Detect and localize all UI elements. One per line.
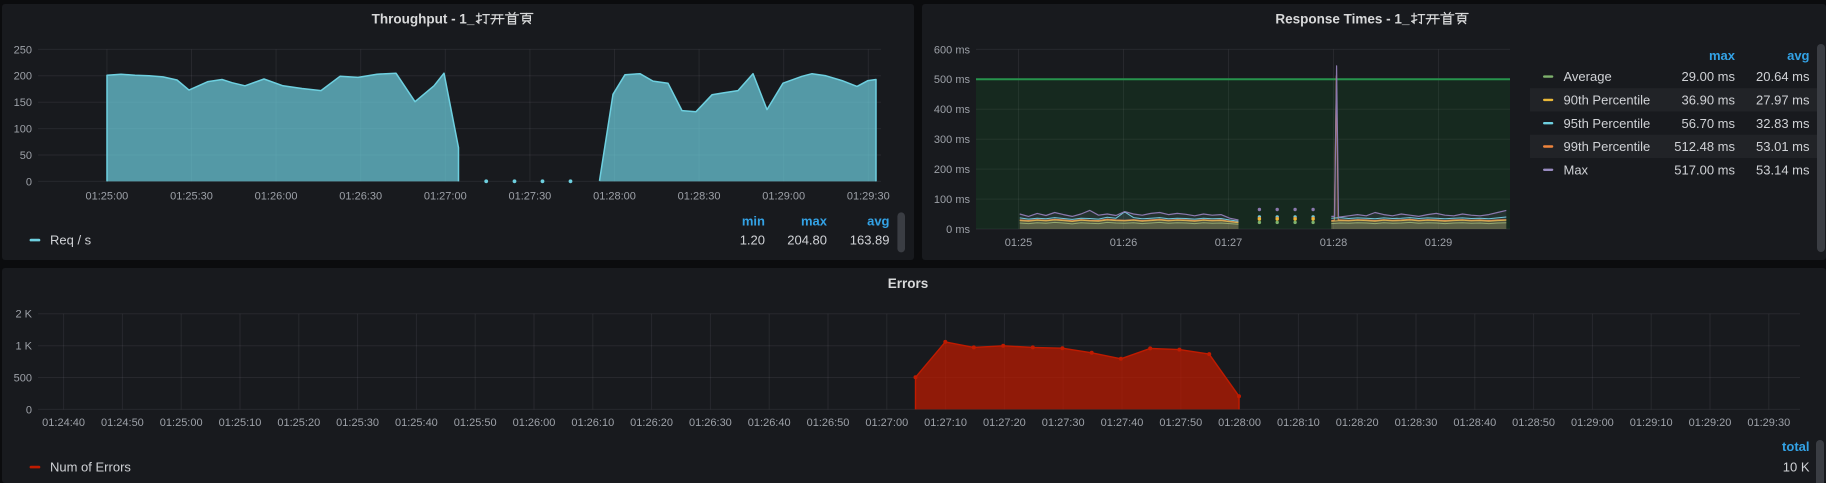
svg-text:29.00 ms: 29.00 ms xyxy=(1682,69,1736,84)
svg-text:500: 500 xyxy=(14,372,32,384)
svg-text:36.90 ms: 36.90 ms xyxy=(1682,93,1736,108)
svg-text:01:28:40: 01:28:40 xyxy=(1453,417,1496,429)
svg-text:1.20: 1.20 xyxy=(740,232,765,247)
svg-text:Response Times - 1_: Response Times - 1_ xyxy=(1275,11,1410,26)
svg-text:01:29:10: 01:29:10 xyxy=(1630,417,1673,429)
svg-text:01:27: 01:27 xyxy=(1215,237,1243,249)
svg-text:01:29:30: 01:29:30 xyxy=(1747,417,1790,429)
svg-text:01:28:50: 01:28:50 xyxy=(1512,417,1555,429)
svg-text:01:26:00: 01:26:00 xyxy=(255,190,298,202)
svg-text:53.01 ms: 53.01 ms xyxy=(1756,139,1810,154)
svg-text:20.64 ms: 20.64 ms xyxy=(1756,69,1810,84)
svg-text:53.14 ms: 53.14 ms xyxy=(1756,162,1810,177)
svg-text:100: 100 xyxy=(14,124,32,136)
svg-text:avg: avg xyxy=(867,213,889,228)
svg-text:Max: Max xyxy=(1564,162,1589,177)
svg-text:01:25:20: 01:25:20 xyxy=(277,417,320,429)
svg-text:01:25:50: 01:25:50 xyxy=(454,417,497,429)
svg-text:01:25:10: 01:25:10 xyxy=(219,417,262,429)
svg-text:95th Percentile: 95th Percentile xyxy=(1564,116,1651,131)
svg-text:01:29:30: 01:29:30 xyxy=(847,190,890,202)
svg-text:max: max xyxy=(1709,48,1736,63)
svg-text:Num of Errors: Num of Errors xyxy=(50,459,131,474)
svg-text:56.70 ms: 56.70 ms xyxy=(1682,116,1736,131)
svg-text:01:26:40: 01:26:40 xyxy=(748,417,791,429)
svg-text:01:27:40: 01:27:40 xyxy=(1101,417,1144,429)
svg-text:163.89: 163.89 xyxy=(850,232,890,247)
svg-text:517.00 ms: 517.00 ms xyxy=(1674,162,1735,177)
svg-text:01:27:10: 01:27:10 xyxy=(924,417,967,429)
svg-text:01:29:20: 01:29:20 xyxy=(1689,417,1732,429)
svg-text:500 ms: 500 ms xyxy=(934,74,971,86)
svg-text:Average: Average xyxy=(1564,69,1612,84)
svg-text:Throughput - 1_: Throughput - 1_ xyxy=(372,11,475,26)
svg-text:01:26:50: 01:26:50 xyxy=(807,417,850,429)
svg-text:01:27:30: 01:27:30 xyxy=(1042,417,1085,429)
svg-text:01:28:00: 01:28:00 xyxy=(1218,417,1261,429)
svg-text:max: max xyxy=(801,213,828,228)
svg-text:400 ms: 400 ms xyxy=(934,104,971,116)
svg-text:99th Percentile: 99th Percentile xyxy=(1564,139,1651,154)
svg-text:01:25: 01:25 xyxy=(1005,237,1033,249)
svg-text:100 ms: 100 ms xyxy=(934,194,971,206)
svg-text:32.83 ms: 32.83 ms xyxy=(1756,116,1810,131)
svg-text:300 ms: 300 ms xyxy=(934,134,971,146)
svg-text:01:26:30: 01:26:30 xyxy=(689,417,732,429)
svg-text:01:26:20: 01:26:20 xyxy=(630,417,673,429)
svg-text:01:28:30: 01:28:30 xyxy=(678,190,721,202)
svg-text:01:29: 01:29 xyxy=(1425,237,1453,249)
svg-text:01:28:30: 01:28:30 xyxy=(1395,417,1438,429)
svg-text:600 ms: 600 ms xyxy=(934,44,971,56)
svg-text:01:26:00: 01:26:00 xyxy=(513,417,556,429)
svg-text:01:25:30: 01:25:30 xyxy=(336,417,379,429)
svg-text:27.97 ms: 27.97 ms xyxy=(1756,93,1810,108)
svg-text:2 K: 2 K xyxy=(15,309,32,321)
svg-text:200 ms: 200 ms xyxy=(934,164,971,176)
svg-text:01:28:20: 01:28:20 xyxy=(1336,417,1379,429)
svg-text:Errors: Errors xyxy=(888,276,929,291)
svg-text:512.48 ms: 512.48 ms xyxy=(1674,139,1735,154)
svg-text:avg: avg xyxy=(1787,48,1809,63)
svg-text:204.80: 204.80 xyxy=(787,232,827,247)
svg-text:01:24:50: 01:24:50 xyxy=(101,417,144,429)
svg-text:01:26: 01:26 xyxy=(1110,237,1138,249)
svg-text:01:25:40: 01:25:40 xyxy=(395,417,438,429)
svg-text:250: 250 xyxy=(14,44,32,56)
svg-text:90th Percentile: 90th Percentile xyxy=(1564,93,1651,108)
svg-text:Req / s: Req / s xyxy=(50,232,92,247)
svg-text:0: 0 xyxy=(26,176,32,188)
svg-text:01:27:00: 01:27:00 xyxy=(424,190,467,202)
svg-text:01:26:10: 01:26:10 xyxy=(571,417,614,429)
svg-text:01:28:00: 01:28:00 xyxy=(593,190,636,202)
svg-text:01:27:20: 01:27:20 xyxy=(983,417,1026,429)
svg-text:10 K: 10 K xyxy=(1783,459,1810,474)
svg-text:01:27:00: 01:27:00 xyxy=(865,417,908,429)
svg-text:1 K: 1 K xyxy=(15,341,32,353)
svg-text:01:29:00: 01:29:00 xyxy=(1571,417,1614,429)
svg-text:01:25:30: 01:25:30 xyxy=(170,190,213,202)
svg-text:min: min xyxy=(742,213,765,228)
svg-text:total: total xyxy=(1782,439,1809,454)
svg-text:01:27:30: 01:27:30 xyxy=(508,190,551,202)
svg-text:01:27:50: 01:27:50 xyxy=(1159,417,1202,429)
svg-text:01:28: 01:28 xyxy=(1320,237,1348,249)
svg-text:01:24:40: 01:24:40 xyxy=(42,417,85,429)
svg-text:01:29:00: 01:29:00 xyxy=(762,190,805,202)
svg-text:01:25:00: 01:25:00 xyxy=(160,417,203,429)
svg-text:01:28:10: 01:28:10 xyxy=(1277,417,1320,429)
svg-text:50: 50 xyxy=(20,150,32,162)
svg-text:0 ms: 0 ms xyxy=(946,224,970,236)
svg-text:200: 200 xyxy=(14,71,32,83)
svg-text:01:25:00: 01:25:00 xyxy=(85,190,128,202)
svg-text:150: 150 xyxy=(14,97,32,109)
svg-text:0: 0 xyxy=(26,404,32,416)
svg-text:01:26:30: 01:26:30 xyxy=(339,190,382,202)
